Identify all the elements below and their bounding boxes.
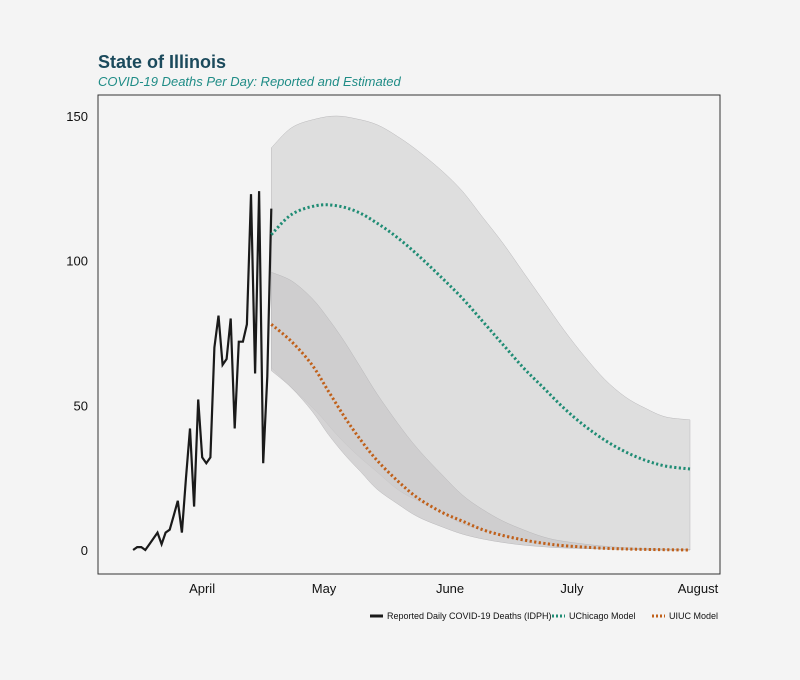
chart-title: State of Illinois xyxy=(98,52,227,72)
y-tick-label: 50 xyxy=(74,398,88,413)
x-tick-label: April xyxy=(189,581,215,596)
chart-subtitle: COVID-19 Deaths Per Day: Reported and Es… xyxy=(98,74,401,89)
series-line-uchicago-model xyxy=(270,203,691,471)
legend-label: Reported Daily COVID-19 Deaths (IDPH) xyxy=(387,611,552,621)
legend-item: UChicago Model xyxy=(552,611,636,621)
y-tick-label: 150 xyxy=(66,109,88,124)
plot-area xyxy=(97,94,721,575)
legend-item: UIUC Model xyxy=(652,611,718,621)
legend-label: UIUC Model xyxy=(669,611,718,621)
confidence-bands xyxy=(271,115,691,551)
x-tick-label: July xyxy=(560,581,584,596)
x-tick-label: June xyxy=(436,581,464,596)
y-tick-label: 0 xyxy=(81,543,88,558)
series-lines xyxy=(132,191,691,552)
legend: Reported Daily COVID-19 Deaths (IDPH) UCh… xyxy=(370,611,718,621)
series-line-reported-daily-covid-19-deaths-idph xyxy=(132,191,273,552)
series-line-uiuc-model xyxy=(270,323,691,552)
x-axis: April May June July August xyxy=(189,581,719,596)
legend-item: Reported Daily COVID-19 Deaths (IDPH) xyxy=(370,611,552,621)
x-tick-label: May xyxy=(312,581,337,596)
band-uiuc-model xyxy=(271,271,691,551)
x-tick-label: August xyxy=(678,581,719,596)
legend-label: UChicago Model xyxy=(569,611,636,621)
y-axis: 0 50 100 150 xyxy=(66,109,88,558)
y-tick-label: 100 xyxy=(66,254,88,269)
